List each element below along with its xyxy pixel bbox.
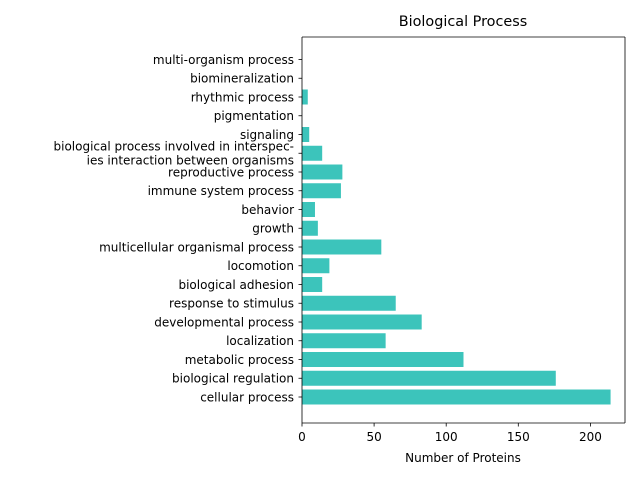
x-axis-ticks: 0 50 100 150 200: [298, 423, 602, 444]
bar: [302, 295, 396, 311]
y-tick-label: biomineralization: [190, 72, 294, 86]
y-tick-label: biological regulation: [172, 372, 294, 386]
y-tick-label: developmental process: [154, 315, 294, 329]
bars-group: [302, 89, 611, 405]
y-tick-label: rhythmic process: [191, 90, 294, 104]
bar: [302, 145, 323, 161]
bar: [302, 258, 330, 274]
bar: [302, 333, 386, 349]
bar: [302, 277, 323, 292]
y-tick-label: pigmentation: [214, 109, 294, 123]
y-tick-label: immune system process: [148, 184, 294, 198]
y-tick-label: response to stimulus: [169, 297, 294, 311]
y-axis-ticks: cellular process biological regulation met…: [54, 53, 302, 404]
bar: [302, 370, 556, 386]
y-tick-label: locomotion: [227, 259, 294, 273]
x-axis-label: Number of Proteins: [405, 451, 521, 465]
y-tick-label: signaling: [240, 128, 294, 142]
bar: [302, 127, 310, 142]
y-tick-label: biological process involved in interspec…: [54, 140, 294, 168]
bar: [302, 239, 382, 255]
bar: [302, 389, 611, 405]
y-tick-label: metabolic process: [185, 353, 294, 367]
x-tick-label: 150: [507, 430, 530, 444]
bar: [302, 352, 464, 367]
y-tick-label: cellular process: [200, 390, 294, 404]
axes-spines: [301, 36, 626, 424]
bar: [302, 183, 341, 199]
y-tick-label: localization: [226, 334, 294, 348]
bar: [302, 164, 343, 180]
bar: [302, 89, 308, 105]
y-tick-label: behavior: [241, 203, 294, 217]
y-tick-label: reproductive process: [168, 165, 294, 179]
bar: [302, 220, 318, 236]
x-tick-label: 100: [435, 430, 458, 444]
chart-title: Biological Process: [399, 14, 528, 30]
y-tick-label: multicellular organismal process: [99, 240, 294, 254]
x-tick-label: 50: [366, 430, 381, 444]
y-tick-label: growth: [252, 222, 294, 236]
y-tick-label: multi-organism process: [153, 53, 294, 67]
bar: [302, 314, 422, 330]
x-tick-label: 200: [579, 430, 602, 444]
y-tick-label: biological adhesion: [178, 278, 294, 292]
x-tick-label: 0: [298, 430, 306, 444]
bar: [302, 202, 315, 217]
